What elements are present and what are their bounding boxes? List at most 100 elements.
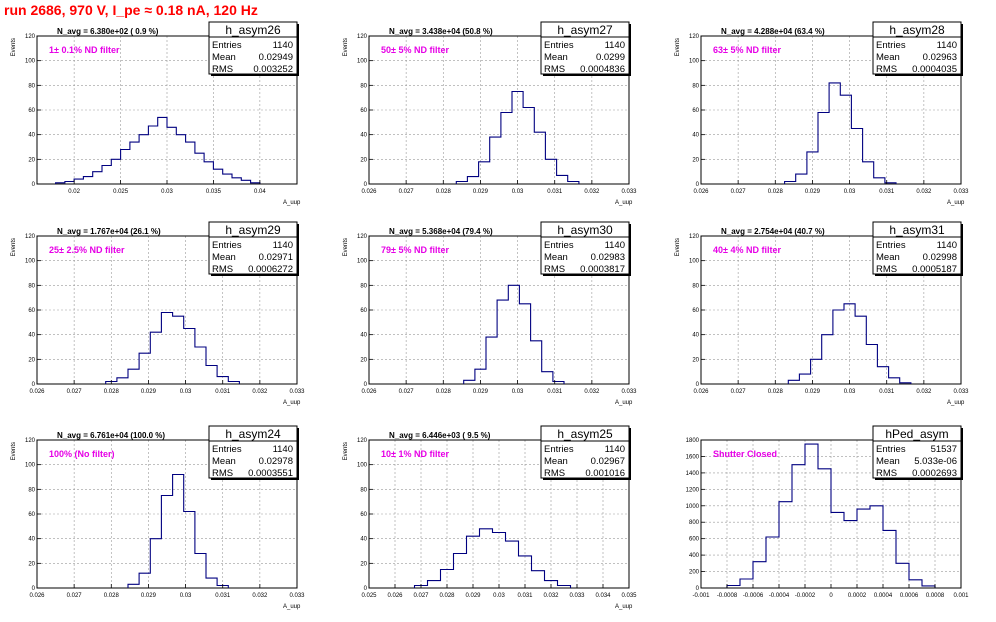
x-tick-label: 0.028	[768, 189, 784, 195]
x-tick-label: -0.0006	[743, 593, 764, 599]
stats-value: 0.0005187	[912, 264, 957, 275]
stats-value: 0.02998	[923, 252, 957, 263]
x-tick-label: 0.035	[206, 189, 222, 195]
filter-label: 50± 5% ND filter	[381, 45, 449, 55]
histogram-name: h_asym30	[557, 223, 613, 237]
stats-box-shadow	[543, 478, 631, 480]
x-tick-label: 0.033	[953, 189, 969, 195]
x-tick-label: 0.027	[399, 189, 415, 195]
stats-label: Entries	[876, 40, 906, 51]
x-tick-label: 0.001	[953, 593, 969, 599]
stats-value: 1140	[605, 40, 625, 51]
stats-box	[872, 221, 962, 275]
x-axis-label: A_uup	[283, 604, 301, 610]
y-axis-label: Events	[675, 238, 681, 256]
histogram-series	[784, 82, 897, 184]
x-tick-label: 0.028	[768, 389, 784, 395]
x-tick-label: 0.03	[512, 189, 524, 195]
x-tick-label: 0.029	[465, 593, 481, 599]
histogram-series	[127, 473, 229, 588]
histogram-series	[55, 116, 261, 184]
x-tick-label: 0.028	[436, 389, 452, 395]
x-tick-label: 0.033	[569, 593, 585, 599]
y-axis-label: Events	[343, 238, 349, 256]
y-tick-label: 80	[692, 83, 699, 89]
x-tick-label: 0.033	[289, 593, 305, 599]
y-tick-label: 0	[364, 182, 368, 188]
y-tick-label: 120	[689, 234, 700, 240]
x-tick-label: 0.027	[399, 389, 415, 395]
stats-label: Mean	[876, 52, 900, 63]
stats-box-shadow	[961, 24, 963, 76]
stats-box-shadow	[875, 274, 963, 276]
y-tick-label: 80	[28, 283, 35, 289]
x-tick-label: 0.025	[361, 593, 377, 599]
stats-value: 1140	[273, 240, 293, 251]
x-tick-label: 0.032	[916, 189, 932, 195]
stats-label: Mean	[876, 252, 900, 263]
x-tick-label: 0.029	[473, 189, 489, 195]
x-axis-label: A_uup	[947, 200, 965, 206]
stats-label: Entries	[876, 444, 906, 455]
y-tick-label: 80	[692, 283, 699, 289]
x-tick-label: 0.034	[595, 593, 611, 599]
stats-label: Entries	[544, 40, 574, 51]
stats-label: RMS	[544, 264, 565, 275]
stats-value: 1140	[937, 40, 957, 51]
stats-label: Entries	[544, 444, 574, 455]
stats-value: 0.02963	[923, 52, 957, 63]
n-avg-label: N_avg = 6.761e+04 (100.0 %)	[57, 431, 165, 440]
y-axis-label: Events	[343, 38, 349, 56]
x-tick-label: 0.033	[953, 389, 969, 395]
y-tick-label: 800	[689, 520, 700, 526]
y-tick-label: 80	[28, 487, 35, 493]
y-tick-label: 120	[25, 438, 36, 444]
y-tick-label: 60	[28, 308, 35, 314]
histogram-series	[463, 284, 565, 384]
y-tick-label: 60	[360, 512, 367, 518]
y-axis-label: Events	[11, 442, 17, 460]
y-tick-label: 80	[360, 283, 367, 289]
y-tick-label: 0	[696, 586, 700, 592]
y-tick-label: 600	[689, 537, 700, 543]
x-tick-label: 0.032	[543, 593, 559, 599]
x-tick-label: 0.0002	[848, 593, 867, 599]
x-tick-label: 0.032	[584, 389, 600, 395]
x-tick-label: 0.0004	[874, 593, 893, 599]
stats-label: RMS	[876, 64, 897, 75]
stats-value: 51537	[931, 444, 957, 455]
x-tick-label: 0.029	[805, 189, 821, 195]
stats-box	[872, 21, 962, 75]
x-tick-label: -0.0008	[717, 593, 738, 599]
y-tick-label: 100	[25, 463, 36, 469]
y-tick-label: 100	[357, 259, 368, 265]
histogram-series	[726, 443, 936, 588]
stats-value: 0.02978	[259, 456, 293, 467]
stats-box-shadow	[211, 74, 299, 76]
x-tick-label: 0.029	[805, 389, 821, 395]
x-axis-label: A_uup	[947, 400, 965, 406]
histogram-series	[413, 528, 572, 588]
stats-value: 5.033e-06	[914, 456, 957, 467]
y-tick-label: 0	[696, 182, 700, 188]
y-tick-label: 100	[689, 59, 700, 65]
x-tick-label: -0.0004	[769, 593, 790, 599]
x-tick-label: 0.033	[621, 189, 637, 195]
y-tick-label: 100	[25, 59, 36, 65]
x-tick-label: -0.0002	[795, 593, 816, 599]
n-avg-label: N_avg = 3.438e+04 (50.8 %)	[389, 27, 493, 36]
stats-value: 0.0004836	[580, 64, 625, 75]
y-tick-label: 120	[357, 234, 368, 240]
stats-label: RMS	[544, 468, 565, 479]
x-tick-label: 0.031	[547, 389, 563, 395]
stats-label: RMS	[212, 264, 233, 275]
stats-box-shadow	[961, 428, 963, 480]
stats-label: Mean	[876, 456, 900, 467]
x-tick-label: 0.03	[180, 389, 192, 395]
stats-value: 1140	[273, 40, 293, 51]
page-title: run 2686, 970 V, I_pe ≈ 0.18 nA, 120 Hz	[4, 2, 258, 18]
stats-value: 1140	[937, 240, 957, 251]
filter-label: 1± 0.1% ND filter	[49, 45, 120, 55]
x-tick-label: 0.03	[493, 593, 505, 599]
